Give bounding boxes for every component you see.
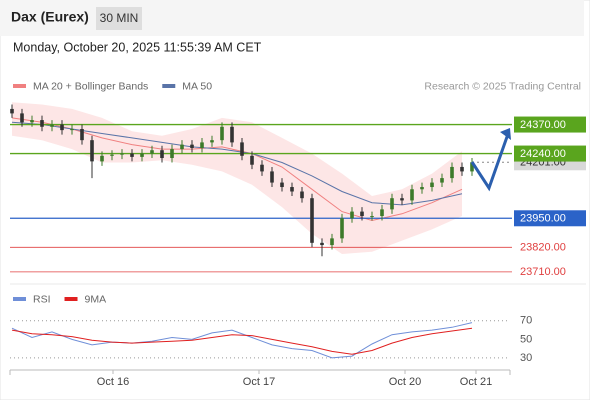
y-tick-label: 70 (520, 315, 532, 327)
x-tick-label: Oct 17 (243, 376, 275, 388)
x-tick-label: Oct 16 (97, 376, 129, 388)
bollinger-band (12, 102, 462, 254)
candle-body (230, 126, 234, 143)
level-label: 23710.00 (520, 266, 566, 278)
level-label: 24240.00 (520, 148, 566, 160)
timestamp: Monday, October 20, 2025 11:55:39 AM CET (13, 40, 262, 54)
level-label: 23950.00 (520, 213, 566, 225)
interval-label[interactable]: 30 MIN (100, 11, 139, 25)
candle-body (40, 120, 44, 127)
forecast-arrow (470, 133, 510, 192)
candle-body (290, 187, 294, 192)
candle-body (280, 182, 284, 188)
candle-body (180, 144, 184, 150)
candle-body (260, 164, 264, 172)
legend-label: MA 20 + Bollinger Bands (33, 80, 148, 92)
candle-body (400, 198, 404, 201)
level-label-box (514, 116, 586, 133)
legend-label: MA 50 (182, 80, 212, 92)
candle-body (210, 140, 214, 143)
candle-body (330, 238, 334, 246)
candle-body (340, 218, 344, 239)
candle-body (250, 155, 254, 165)
legend-label: 9MA (85, 293, 107, 305)
candle-body (450, 166, 454, 179)
candle-body (190, 144, 194, 148)
candle-body (170, 149, 174, 159)
candle-body (150, 150, 154, 154)
moving-average-line (11, 117, 463, 222)
instrument-title: Dax (Eurex) (11, 9, 89, 25)
candle-body (220, 126, 224, 141)
candle-body (90, 140, 94, 162)
forecast-arrowhead (500, 128, 511, 140)
x-tick-label: Oct 20 (389, 376, 421, 388)
level-label: 23820.00 (520, 242, 566, 254)
candle-body (160, 150, 164, 159)
candle-body (110, 154, 114, 156)
candle-body (10, 108, 14, 114)
interval-button[interactable] (96, 7, 142, 30)
level-label-box (514, 145, 586, 162)
x-tick-label: Oct 21 (460, 376, 492, 388)
candle-body (60, 124, 64, 131)
candle-body (360, 211, 364, 217)
candle-body (390, 198, 394, 210)
candle-body (270, 171, 274, 183)
level-label: 24370.00 (520, 119, 566, 131)
legend-label: RSI (33, 293, 51, 305)
candle-body (310, 198, 314, 243)
candle-body (410, 189, 414, 201)
candle-body (440, 178, 444, 183)
legend-swatch (64, 297, 78, 301)
candle-body (350, 211, 354, 219)
candle-body (430, 182, 434, 188)
candle-body (470, 162, 474, 172)
candle-body (70, 129, 74, 131)
candle-body (80, 129, 84, 141)
y-tick-label: 30 (520, 352, 532, 364)
legend-swatch (13, 297, 26, 301)
candle-body (50, 124, 54, 127)
candle-body (300, 191, 304, 199)
rsi-line (11, 322, 473, 359)
candle-body (460, 166, 464, 172)
candle-body (130, 153, 134, 157)
moving-average-line (11, 121, 463, 206)
candle-body (140, 153, 144, 157)
level-label-box (514, 210, 586, 227)
candle-body (120, 153, 124, 155)
legend-swatch (162, 84, 176, 88)
y-tick-label: 50 (520, 333, 532, 345)
candle-body (320, 242, 324, 246)
candle-body (380, 209, 384, 217)
candle-body (200, 142, 204, 148)
candle-body (240, 142, 244, 156)
legend-swatch (13, 84, 26, 88)
candle-body (420, 187, 424, 190)
candle-body (30, 120, 34, 123)
candle-body (100, 155, 104, 162)
candle-body (20, 113, 24, 123)
rsi-line (11, 327, 473, 355)
candle-body (370, 216, 374, 218)
source-credit: Research © 2025 Trading Central (424, 80, 581, 92)
